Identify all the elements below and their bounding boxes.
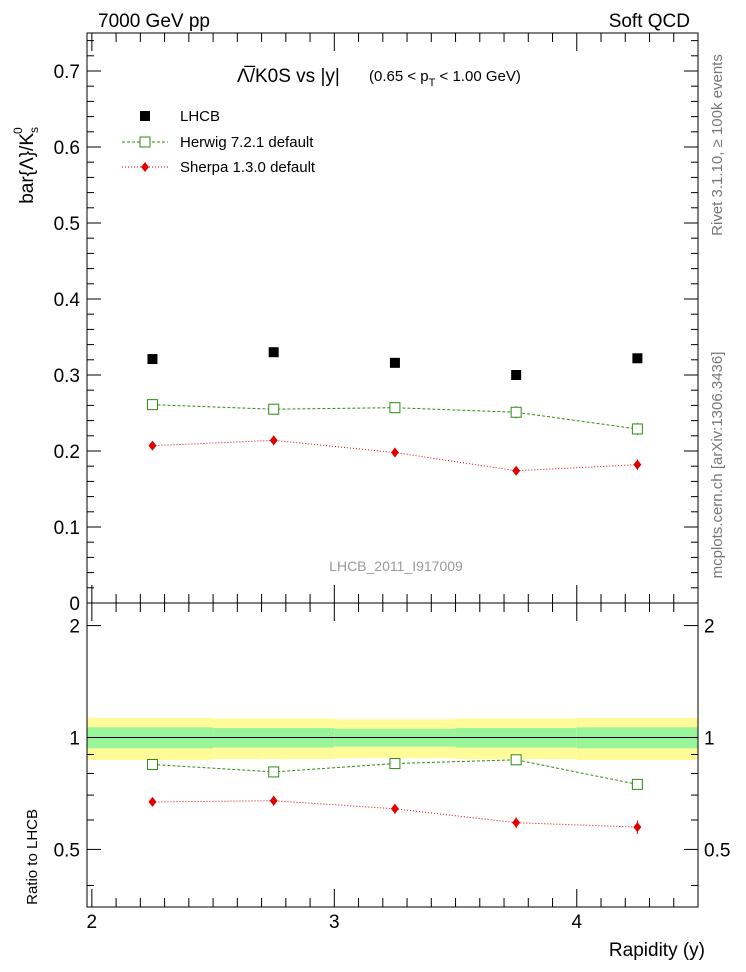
chart-subtitle-sub: T	[429, 77, 436, 89]
sherpa-ratio-point	[269, 795, 278, 806]
herwig-ratio-point	[268, 766, 280, 778]
rivet-label: Rivet 3.1.10, ≥ 100k events	[709, 54, 726, 236]
chart-subtitle-tail: < 1.00 GeV)	[435, 68, 520, 85]
axes: 0 0.1 0.2 0.3 0.4 0.5 0.6 0.7 2 3 4 0.5 0.5 1 1 2 2	[54, 32, 730, 933]
chart-title: Λ̅/K0S vs |y|	[237, 66, 340, 87]
data-point-lhcb	[632, 353, 643, 364]
y-tick-label: 0.3	[54, 366, 80, 387]
main-plot-frame	[86, 32, 699, 604]
ratio-tick-label: 0.5	[54, 840, 80, 861]
y-tick-label: 0.4	[54, 290, 81, 311]
data-point-lhcb	[268, 347, 279, 358]
herwig-ratio-point	[510, 754, 522, 766]
sherpa-ratio-point	[512, 817, 521, 828]
x-tick-label: 3	[329, 912, 340, 933]
y-tick-label: 0.1	[54, 518, 80, 539]
sherpa-point	[512, 465, 521, 476]
energy-label: 7000 GeV pp	[98, 11, 210, 32]
herwig-ratio-point	[389, 758, 401, 770]
data-point-lhcb	[147, 354, 158, 365]
mcplots-label: mcplots.cern.ch [arXiv:1306.3436]	[709, 352, 726, 579]
y-tick-label: 0.6	[54, 138, 80, 159]
ratio-tick-label: 2	[69, 617, 80, 638]
sherpa-ratio-point	[390, 803, 399, 814]
y-tick-label: 0.5	[54, 214, 80, 235]
legend-label-sherpa: Sherpa 1.3.0 default	[180, 159, 316, 176]
y-tick-label: 0.2	[54, 442, 80, 463]
x-axis-label: Rapidity (y)	[609, 940, 705, 961]
sherpa-point	[269, 435, 278, 446]
category-label: Soft QCD	[609, 11, 690, 32]
ratio-bands	[87, 717, 698, 760]
y-axis-label-main: bar{Λ}/K	[17, 133, 38, 204]
legend-label-herwig: Herwig 7.2.1 default	[180, 134, 314, 151]
data-point-lhcb	[511, 370, 522, 380]
herwig-point	[146, 399, 158, 411]
legend: LHCB Herwig 7.2.1 default Sherpa 1.3.0 d…	[122, 108, 316, 176]
herwig-point	[389, 402, 401, 414]
ratio-y-axis-label: Ratio to LHCB	[24, 809, 41, 905]
sherpa-ratio-point	[633, 822, 642, 833]
y-tick-label: 0.7	[54, 62, 80, 83]
y-axis-label-sup: 0	[11, 127, 25, 134]
sherpa-point	[148, 440, 157, 451]
herwig-point	[631, 423, 643, 435]
legend-marker-herwig	[139, 136, 151, 148]
ratio-tick-label-right: 2	[704, 617, 715, 638]
ratio-tick-label-right: 1	[704, 728, 715, 749]
sherpa-ratio-line	[152, 800, 638, 828]
sherpa-point	[390, 447, 399, 458]
series	[146, 347, 643, 835]
x-tick-label: 4	[571, 912, 582, 933]
sherpa-point	[633, 459, 642, 470]
y-tick-label: 0	[69, 594, 80, 615]
herwig-ratio-point	[146, 758, 158, 770]
y-axis-label: bar{Λ}/Ks0	[11, 127, 41, 204]
chart-subtitle-head: (0.65 < p	[369, 68, 429, 85]
legend-label-lhcb: LHCB	[180, 108, 220, 125]
y-axis-label-sub: s	[27, 127, 41, 133]
legend-marker-lhcb	[140, 111, 150, 121]
ratio-tick-label: 1	[69, 728, 80, 749]
data-point-lhcb	[389, 357, 400, 368]
analysis-watermark: LHCB_2011_I917009	[329, 558, 463, 574]
herwig-ratio-point	[631, 778, 643, 790]
x-tick-label: 2	[87, 912, 98, 933]
ratio-tick-label-right: 0.5	[704, 840, 730, 861]
chart-subtitle: (0.65 < pT < 1.00 GeV)	[369, 68, 521, 89]
herwig-point	[510, 406, 522, 418]
legend-marker-sherpa	[141, 162, 149, 172]
sherpa-ratio-point	[148, 796, 157, 807]
herwig-point	[268, 403, 280, 415]
